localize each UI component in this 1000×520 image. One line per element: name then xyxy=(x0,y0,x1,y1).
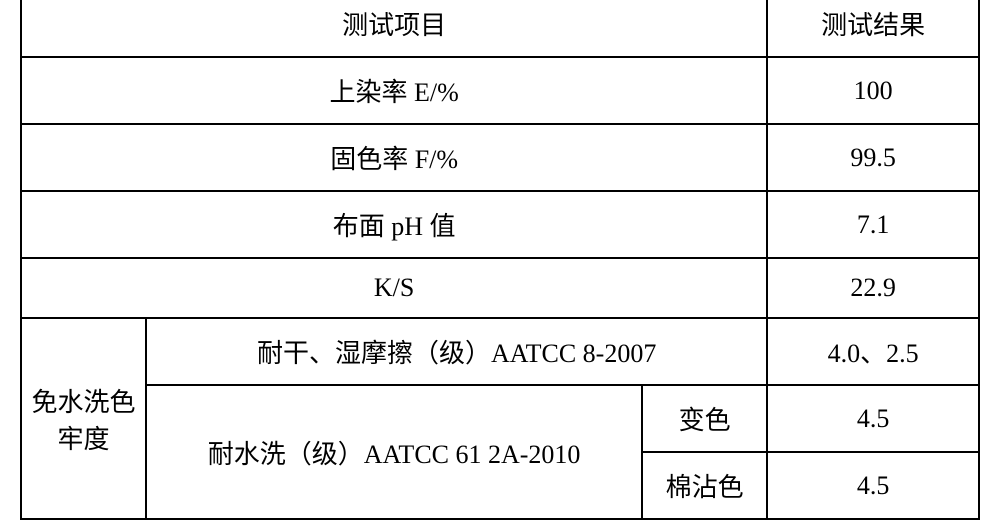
group-label-cell: 免水洗色牢度 xyxy=(21,318,146,519)
item-cell: 固色率 F/% xyxy=(21,124,767,191)
table-row: K/S 22.9 xyxy=(21,258,979,318)
item-cell: 耐干、湿摩擦（级）AATCC 8-2007 xyxy=(146,318,767,385)
result-cell: 100 xyxy=(767,57,979,124)
result-cell: 99.5 xyxy=(767,124,979,191)
table-row: 固色率 F/% 99.5 xyxy=(21,124,979,191)
test-results-table: 测试项目 测试结果 上染率 E/% 100 固色率 F/% 99.5 布面 pH… xyxy=(20,0,980,520)
item-cell: 布面 pH 值 xyxy=(21,191,767,258)
table-row: 免水洗色牢度 耐干、湿摩擦（级）AATCC 8-2007 4.0、2.5 xyxy=(21,318,979,385)
result-cell: 22.9 xyxy=(767,258,979,318)
sub-label-cell: 变色 xyxy=(642,385,767,452)
result-cell: 4.5 xyxy=(767,385,979,452)
table-row: 布面 pH 值 7.1 xyxy=(21,191,979,258)
table-row: 上染率 E/% 100 xyxy=(21,57,979,124)
item-cell: K/S xyxy=(21,258,767,318)
result-cell: 4.0、2.5 xyxy=(767,318,979,385)
item-cell: 上染率 E/% xyxy=(21,57,767,124)
item-cell: 耐水洗（级）AATCC 61 2A-2010 xyxy=(146,385,642,519)
table-row: 耐水洗（级）AATCC 61 2A-2010 变色 4.5 xyxy=(21,385,979,452)
header-test-item: 测试项目 xyxy=(21,0,767,57)
table-header-row: 测试项目 测试结果 xyxy=(21,0,979,57)
result-cell: 7.1 xyxy=(767,191,979,258)
header-test-result: 测试结果 xyxy=(767,0,979,57)
